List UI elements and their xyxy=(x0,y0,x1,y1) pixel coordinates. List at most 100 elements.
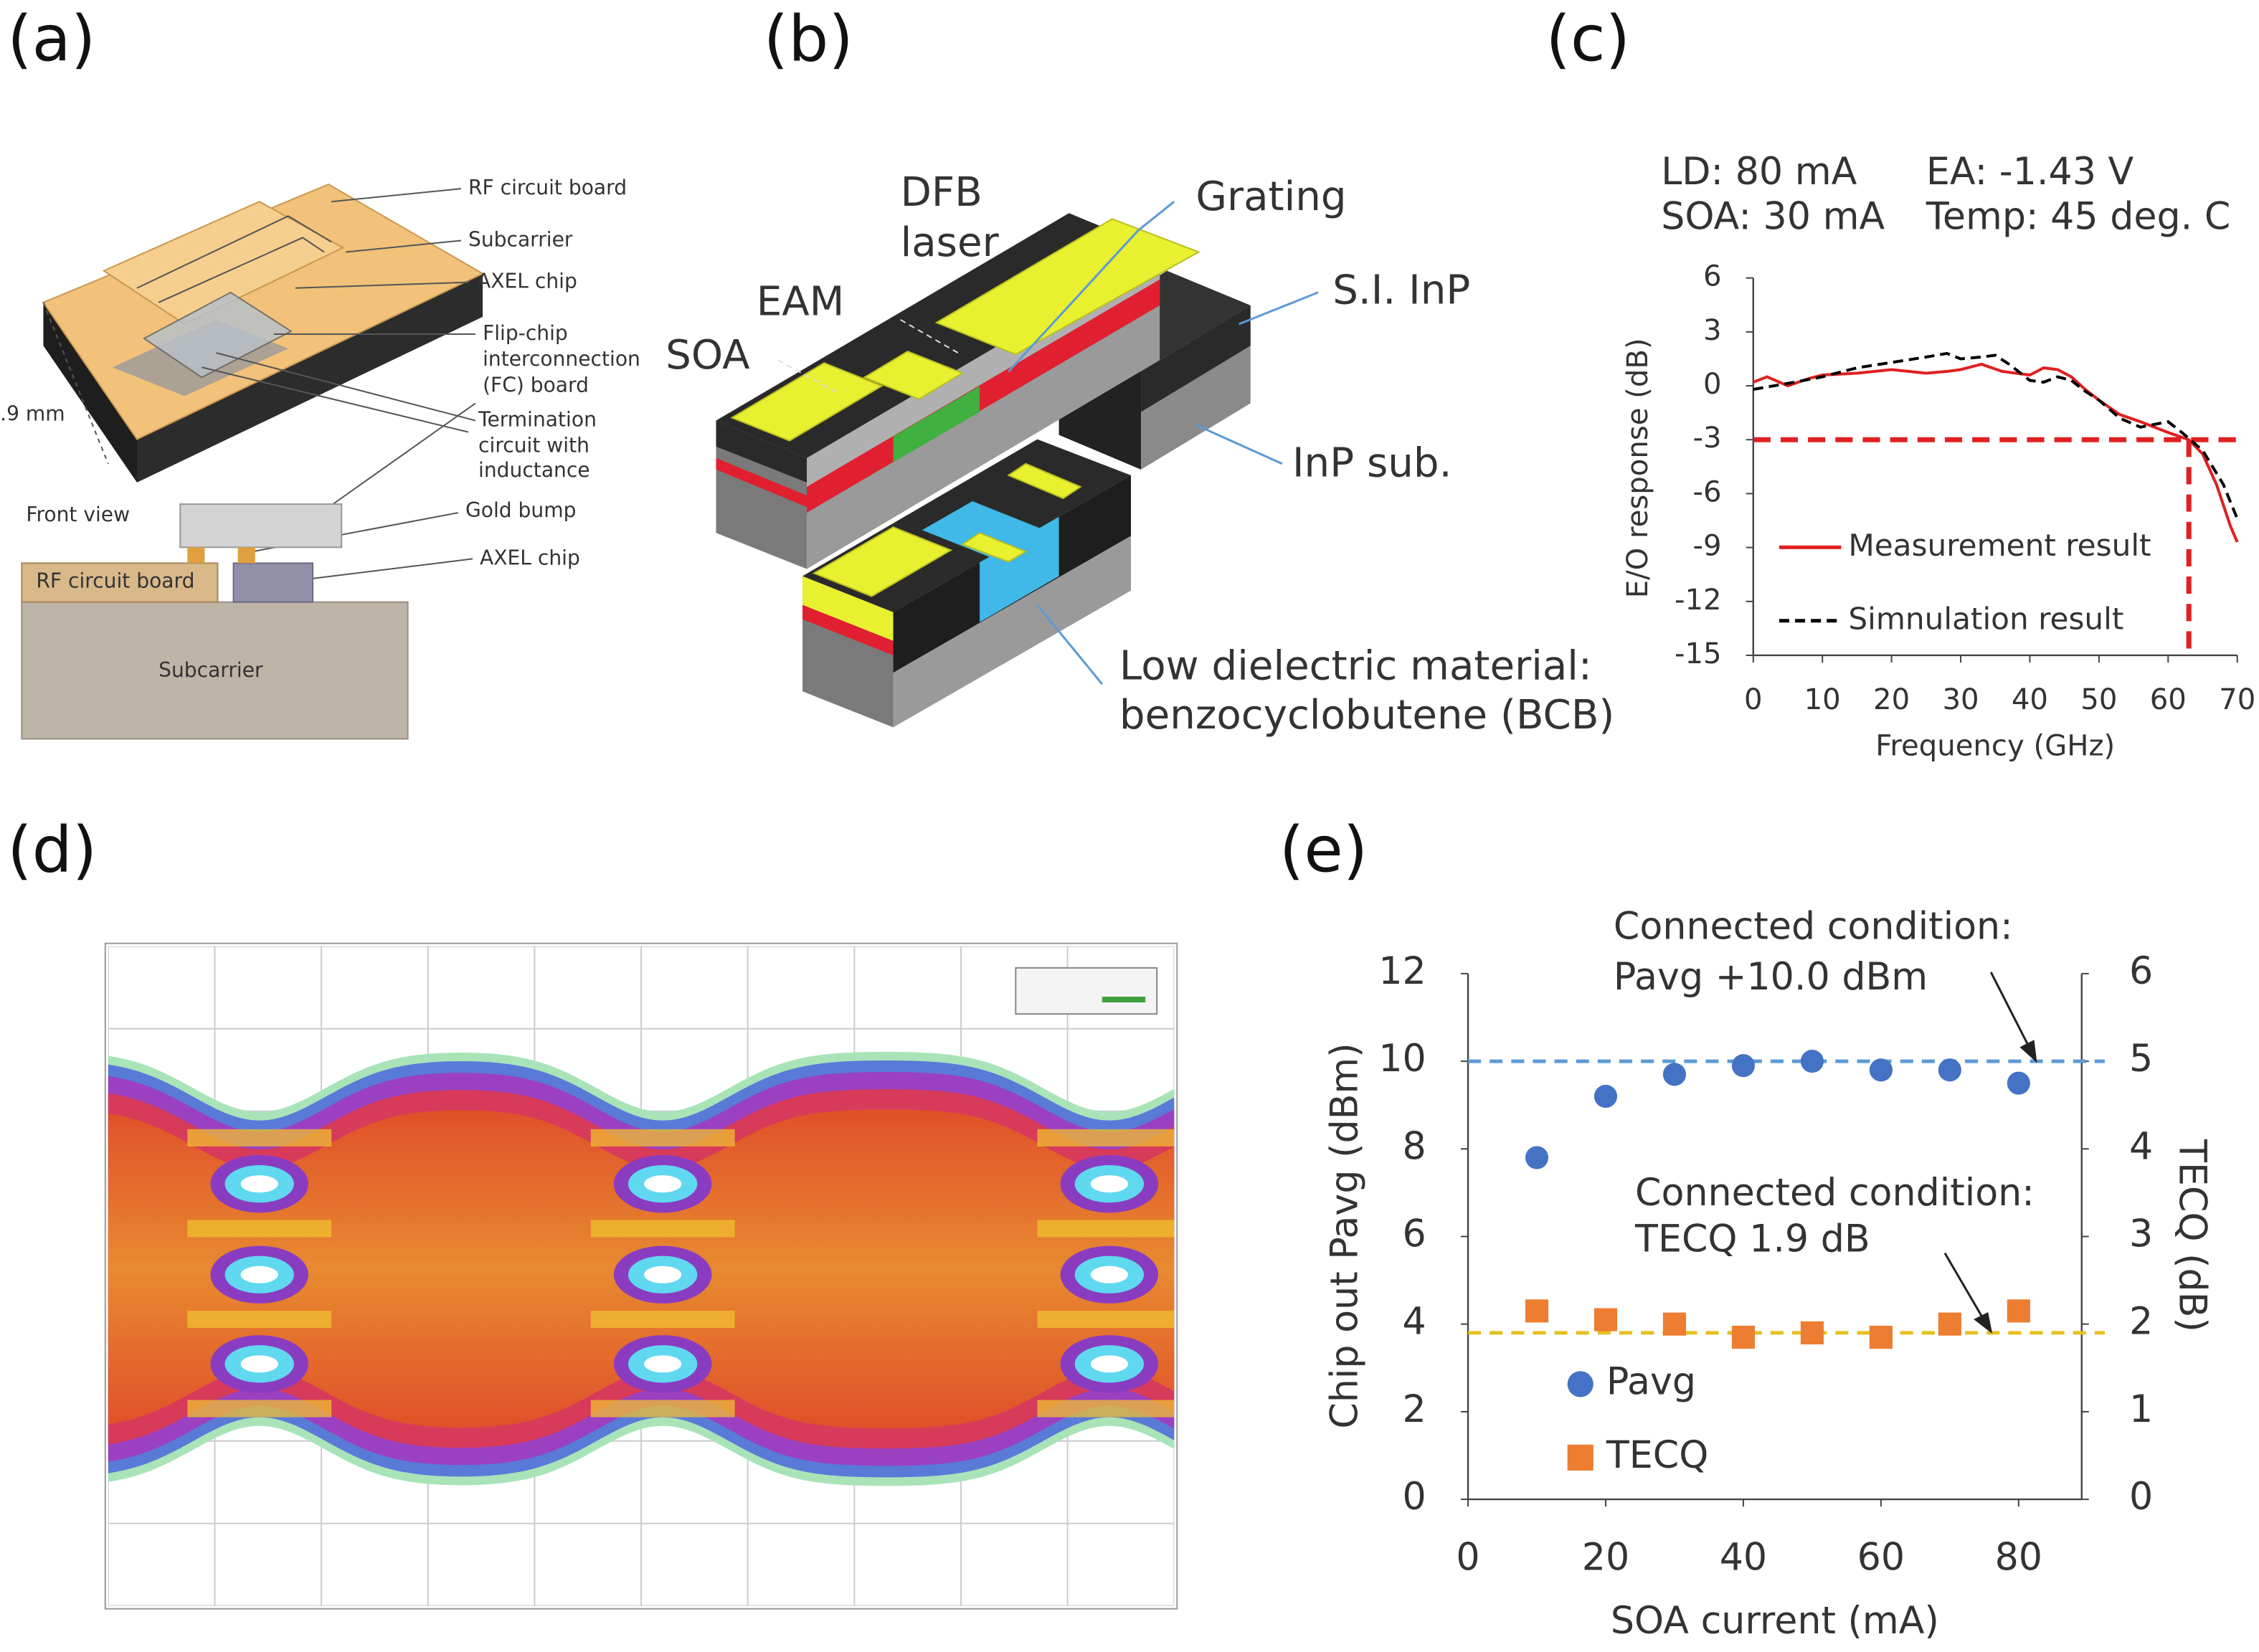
diagram-label: (FC) board xyxy=(483,373,589,397)
eye-opening xyxy=(1090,1355,1128,1373)
panel-label: (b) xyxy=(764,2,853,76)
x-tick-label: 20 xyxy=(1873,683,1910,716)
annotation: EA: -1.43 V xyxy=(1926,151,2134,194)
y2-tick-label: 1 xyxy=(2129,1388,2153,1431)
eye-stripe xyxy=(1037,1400,1175,1418)
diagram-label: inductance xyxy=(478,458,590,482)
eye-opening xyxy=(1090,1266,1128,1283)
annotation: Connected condition: xyxy=(1614,906,2013,949)
x-tick-label: 60 xyxy=(2150,683,2187,716)
annotation: Temp: 45 deg. C xyxy=(1926,195,2230,238)
legend-label: Simnulation result xyxy=(1848,601,2123,636)
y-tick-label: 12 xyxy=(1378,950,1426,993)
data-line xyxy=(1753,351,2239,520)
data-point xyxy=(1938,1312,1961,1336)
y-tick-label: -9 xyxy=(1693,530,1722,563)
data-point xyxy=(1525,1146,1549,1169)
data-point xyxy=(1525,1299,1549,1323)
diagram-label: circuit with xyxy=(478,434,589,457)
eye-stripe xyxy=(1037,1129,1175,1147)
y-tick-label: 0 xyxy=(1703,368,1722,401)
y-tick-label: 3 xyxy=(1703,314,1722,347)
diagram-label: Subcarrier xyxy=(468,227,573,251)
y-tick-label: -3 xyxy=(1693,422,1722,455)
eye-stripe xyxy=(1037,1310,1175,1329)
arrow-head xyxy=(1974,1311,1993,1334)
diagram-label: Grating xyxy=(1195,174,1346,220)
eye-opening xyxy=(644,1355,682,1373)
y-tick-label: -12 xyxy=(1675,584,1722,617)
diagram-label: DFB xyxy=(901,169,982,216)
diagram-label: benzocyclobutene (BCB) xyxy=(1119,692,1614,739)
eye-stripe xyxy=(187,1220,332,1238)
y-tick-label: 2 xyxy=(1403,1388,1426,1431)
eye-stripe xyxy=(187,1310,332,1329)
data-point xyxy=(1869,1325,1893,1349)
data-line xyxy=(1753,362,2239,543)
y2-tick-label: 5 xyxy=(2129,1038,2153,1081)
x-tick-label: 50 xyxy=(2080,683,2117,716)
diagram-label: Gold bump xyxy=(465,498,576,522)
legend-label: Pavg xyxy=(1606,1360,1696,1403)
eye-stripe xyxy=(590,1220,735,1238)
x-axis-label: SOA current (mA) xyxy=(1611,1600,1939,1643)
y-tick-label: 4 xyxy=(1403,1301,1426,1344)
eye-stripe xyxy=(590,1310,735,1329)
diagram-label: Termination xyxy=(478,408,597,432)
annotation: Connected condition: xyxy=(1635,1172,2035,1215)
data-point xyxy=(1938,1058,1961,1082)
data-point xyxy=(1800,1321,1824,1344)
panel-label: (a) xyxy=(7,2,95,76)
annotation-arrow xyxy=(1989,972,2032,1053)
eye-opening xyxy=(240,1266,278,1283)
data-point xyxy=(1869,1058,1893,1082)
annotation-arrow xyxy=(1943,1252,1986,1323)
legend-label: Measurement result xyxy=(1848,528,2151,563)
x-tick-label: 0 xyxy=(1744,683,1763,716)
data-point xyxy=(2007,1299,2030,1323)
x-tick-label: 60 xyxy=(1857,1536,1905,1579)
diagram-label: EAM xyxy=(757,278,845,325)
x-tick-label: 40 xyxy=(1720,1536,1767,1579)
x-tick-label: 10 xyxy=(1804,683,1841,716)
eye-legend-box xyxy=(1015,967,1158,1015)
eye-opening xyxy=(644,1266,682,1283)
y-tick-label: 8 xyxy=(1403,1125,1426,1168)
annotation: SOA: 30 mA xyxy=(1661,195,1885,238)
y2-axis-label: TECQ (dB) xyxy=(2170,1139,2213,1332)
data-point xyxy=(1800,1050,1824,1073)
arrow-head xyxy=(2019,1040,2037,1063)
x-tick-label: 80 xyxy=(1995,1536,2042,1579)
y-axis-label: E/O response (dB) xyxy=(1621,338,1654,598)
diagram-label: RF circuit board xyxy=(468,176,627,199)
eye-stripe xyxy=(590,1129,735,1147)
diagram-label: interconnection xyxy=(483,347,640,371)
eye-opening xyxy=(644,1175,682,1193)
x-tick-label: 70 xyxy=(2219,683,2255,716)
eye-stripe xyxy=(187,1400,332,1418)
x-axis-label: Frequency (GHz) xyxy=(1875,730,2115,763)
x-tick-label: 40 xyxy=(2012,683,2048,716)
eye-stripe xyxy=(1037,1220,1175,1238)
diagram-label: AXEL chip xyxy=(477,270,577,293)
diagram-label: Subcarrier xyxy=(158,658,263,682)
data-point xyxy=(1662,1063,1687,1086)
x-tick-label: 0 xyxy=(1456,1536,1479,1579)
y2-tick-label: 6 xyxy=(2129,950,2153,993)
legend-swatch xyxy=(1567,1371,1593,1397)
panel-label: (e) xyxy=(1279,813,1368,887)
y2-tick-label: 3 xyxy=(2129,1212,2153,1255)
y2-tick-label: 4 xyxy=(2129,1125,2153,1168)
eye-legend-swatch xyxy=(1102,997,1146,1003)
eye-stripe xyxy=(187,1129,332,1147)
legend-label: TECQ xyxy=(1606,1434,1708,1477)
panel-label: (d) xyxy=(7,813,97,887)
eye-stripe xyxy=(590,1400,735,1418)
diagram-label: S.I. InP xyxy=(1332,267,1470,313)
diagram-label: RF circuit board xyxy=(36,569,194,593)
diagram-label: SOA xyxy=(666,332,749,379)
diagram-label: AXEL chip xyxy=(480,546,580,569)
eye-opening xyxy=(1090,1175,1128,1193)
diagram-label: Low dielectric material: xyxy=(1119,643,1592,690)
